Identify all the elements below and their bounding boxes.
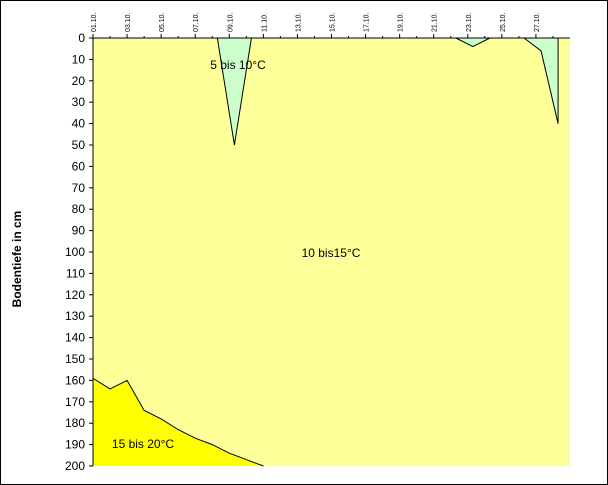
y-tick-label: 80 xyxy=(72,202,86,216)
x-tick-label: 01.10. xyxy=(91,12,98,32)
y-tick-label: 20 xyxy=(72,74,86,88)
x-tick-label: 15.10. xyxy=(330,12,337,32)
zone-label-5-10: 5 bis 10°C xyxy=(210,58,266,72)
y-tick-label: 130 xyxy=(65,309,85,323)
y-tick-label: 60 xyxy=(72,159,86,173)
x-tick-label: 21.10. xyxy=(432,12,439,32)
zone-10-15-area xyxy=(93,38,570,466)
y-tick-label: 150 xyxy=(65,352,85,366)
x-tick-label: 05.10. xyxy=(159,12,166,32)
zone-label-15-20: 15 bis 20°C xyxy=(112,437,175,451)
x-tick-label: 27.10. xyxy=(534,12,541,32)
y-tick-label: 70 xyxy=(72,181,86,195)
x-tick-label: 09.10. xyxy=(227,12,234,32)
x-tick-label: 19.10. xyxy=(398,12,405,32)
y-tick-label: 30 xyxy=(72,95,86,109)
zone-15-20-area xyxy=(93,378,264,466)
y-tick-label: 160 xyxy=(65,373,85,387)
y-tick-label: 170 xyxy=(65,395,85,409)
y-tick-label: 200 xyxy=(65,459,85,473)
y-tick-label: 50 xyxy=(72,138,86,152)
axes: 0 10 20 30 40 50 60 70 80 90 100 110 120 130 140 150 160… xyxy=(65,12,570,473)
plot-area xyxy=(92,37,570,467)
zone-labels: 5 bis 10°C 10 bis15°C 15 bis 20°C xyxy=(112,58,361,451)
y-tick-label: 100 xyxy=(65,245,85,259)
x-tick-label: 13.10. xyxy=(295,12,302,32)
y-tick-label: 10 xyxy=(72,52,86,66)
zone-15-20-boundary xyxy=(92,377,264,467)
y-tick-label: 90 xyxy=(72,224,86,238)
x-tick-label: 23.10. xyxy=(466,12,473,32)
x-tick-label: 07.10. xyxy=(193,12,200,32)
x-tick-label: 03.10. xyxy=(125,12,132,32)
y-tick-label: 190 xyxy=(65,438,85,452)
y-tick-label: 140 xyxy=(65,331,85,345)
x-tick-label: 11.10. xyxy=(261,13,268,32)
y-axis-label: Bodentiefe in cm xyxy=(10,211,24,308)
x-tick-label: 25.10. xyxy=(500,12,507,32)
y-tick-label: 0 xyxy=(78,31,85,45)
y-tick-label: 120 xyxy=(65,288,85,302)
zone-label-10-15: 10 bis15°C xyxy=(302,246,361,260)
y-tick-label: 40 xyxy=(72,117,86,131)
y-tick-label: 180 xyxy=(65,416,85,430)
x-tick-label: 17.10. xyxy=(364,12,371,32)
y-tick-label: 110 xyxy=(66,266,85,280)
